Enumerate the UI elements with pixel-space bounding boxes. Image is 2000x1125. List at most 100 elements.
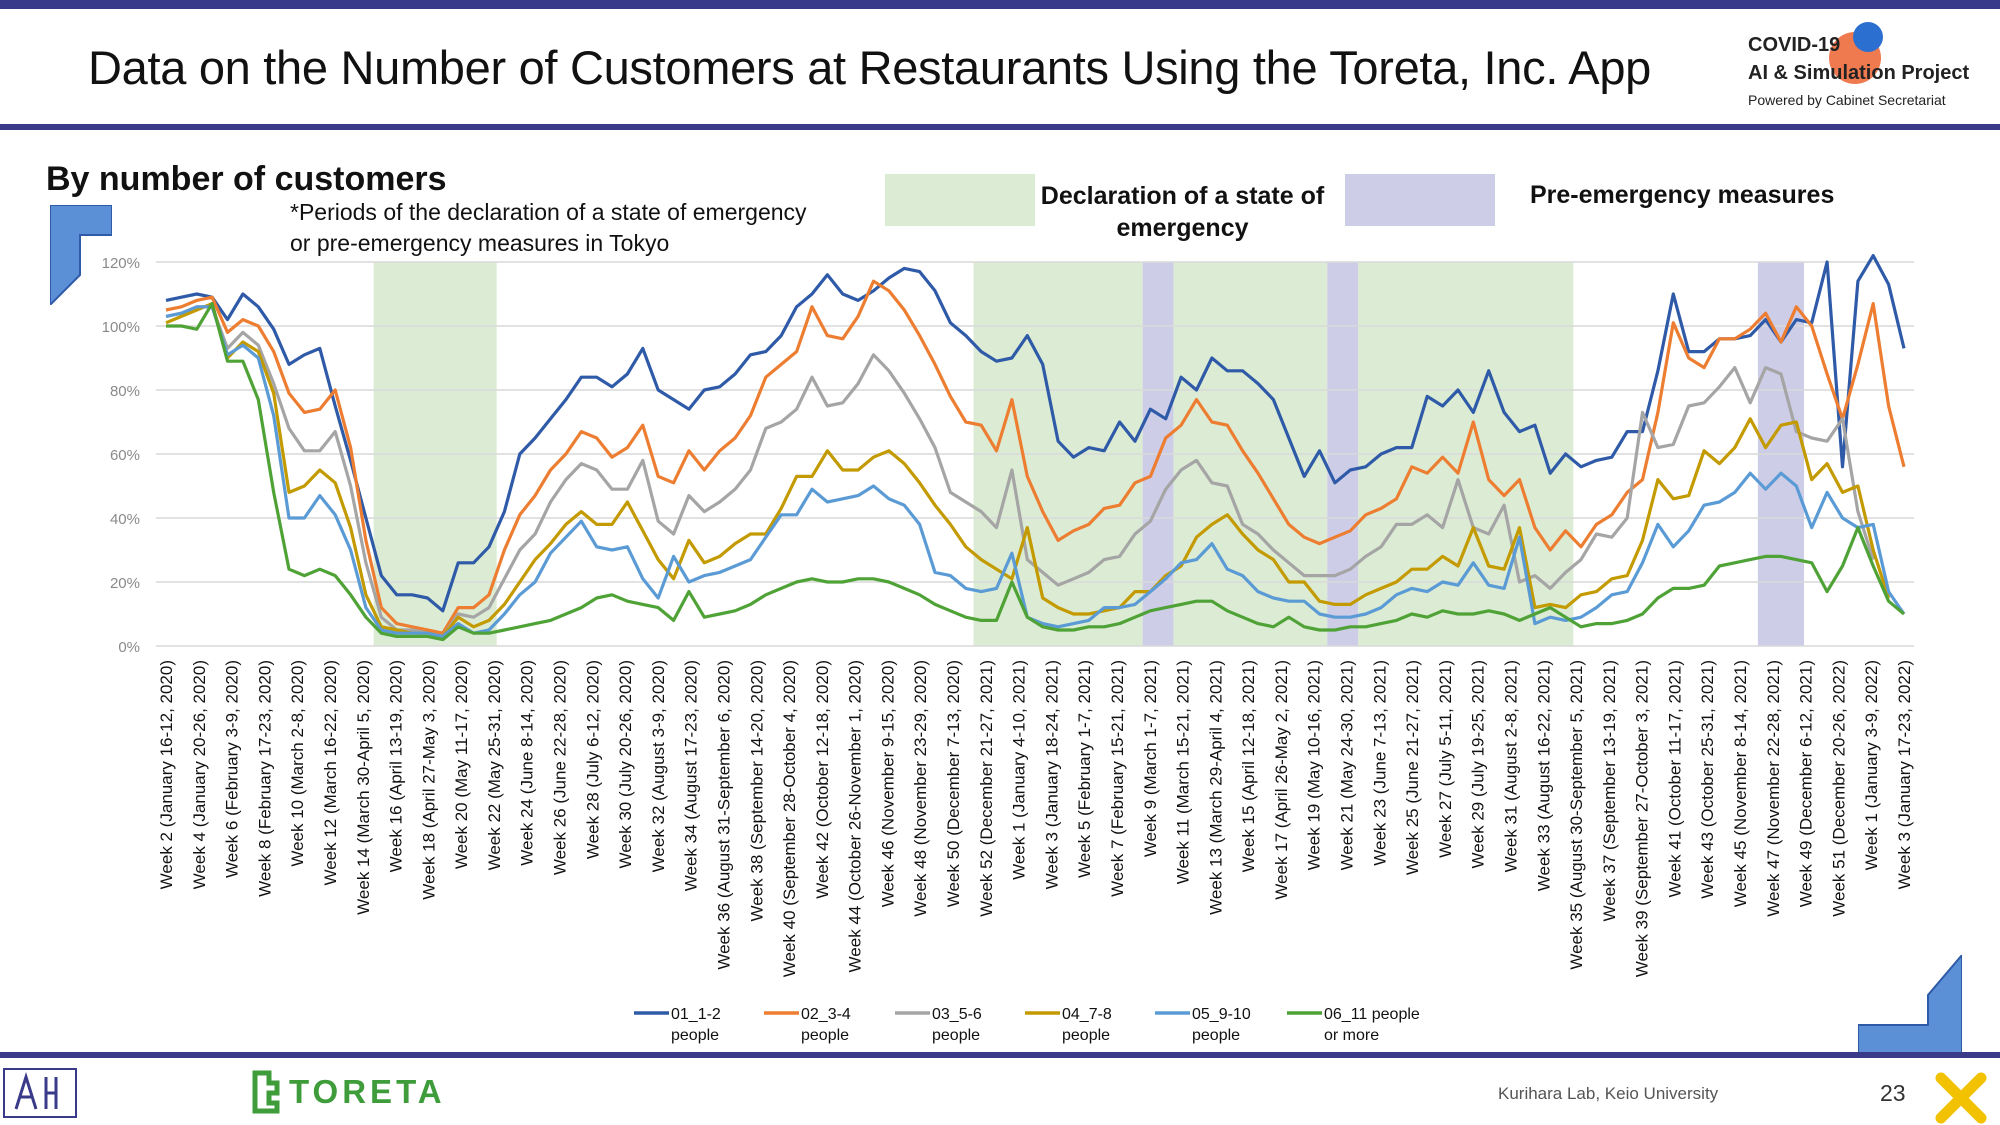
legend-label-line2-3: people [932,1027,980,1044]
x-tick-label: Week 37 (September 13-19, 2021) [1600,660,1619,921]
x-tick-label: Week 5 (February 1-7, 2021) [1075,660,1094,878]
x-tick-label: Week 41 (October 11-17, 2021) [1665,660,1684,898]
x-tick-label: Week 18 (April 27-May 3, 2020) [419,660,438,900]
x-tick-label: Week 45 (November 8-14, 2021) [1731,660,1750,907]
period-note-line-2: or pre-emergency measures in Tokyo [290,230,670,256]
x-tick-label: Week 44 (October 26-November 1, 2020) [846,660,865,972]
footer-lab-credit: Kurihara Lab, Keio University [1498,1084,1719,1103]
section-subtitle: By number of customers [46,160,447,198]
legend-label-line2-6: or more [1324,1027,1379,1044]
y-tick-label: 60% [110,447,140,464]
x-tick-label: Week 13 (March 29-April 4, 2021) [1206,660,1225,915]
x-tick-label: Week 24 (June 8-14, 2020) [518,660,537,866]
x-tick-label: Week 21 (May 24-30, 2021) [1338,660,1357,870]
x-tick-label: Week 39 (September 27-October 3, 2021) [1633,660,1652,977]
logo-line-1: COVID-19 [1748,34,1841,56]
series-line-1 [165,254,1906,613]
x-tick-label: Week 31 (August 2-8, 2021) [1501,660,1520,872]
x-tick-label: Week 16 (April 13-19, 2020) [387,660,406,872]
period-note-line-1: *Periods of the declaration of a state o… [290,199,807,225]
x-tick-label: Week 17 (April 26-May 2, 2021) [1272,660,1291,900]
x-tick-label: Week 26 (June 22-28, 2020) [551,660,570,875]
x-tick-label: Week 1 (January 3-9, 2022) [1862,660,1881,870]
x-tick-label: Week 51 (December 20-26, 2022) [1829,660,1848,917]
pre-emergency-legend-label: Pre-emergency measures [1530,181,1835,209]
x-tick-label: Week 19 (May 10-16, 2021) [1305,660,1324,870]
y-tick-label: 80% [110,383,140,400]
logo-line-2: AI & Simulation Project [1748,62,1970,84]
legend-label-line2-4: people [1062,1027,1110,1044]
legend-label-line2-5: people [1192,1027,1240,1044]
y-tick-label: 100% [102,319,140,336]
logo-blue-circle [1853,22,1883,52]
legend-label-2: 02_3-4 [801,1006,851,1023]
y-tick-label: 120% [102,255,140,272]
x-tick-label: Week 42 (October 12-18, 2020) [813,660,832,899]
x-logo-icon [1935,1072,1987,1124]
x-tick-label: Week 48 (November 23-29, 2020) [911,660,930,917]
legend-label-line2-1: people [671,1027,719,1044]
x-tick-label: Week 10 (March 2-8, 2020) [288,660,307,867]
x-tick-label: Week 35 (August 30-September 5, 2021) [1567,660,1586,970]
covid-project-logo: COVID-19 AI & Simulation Project Powered… [1748,22,1983,117]
x-tick-label: Week 25 (June 21-27, 2021) [1403,660,1422,875]
y-tick-label: 0% [118,639,140,656]
keio-lab-logo [3,1068,77,1118]
top-frame-bar [0,0,2000,9]
y-tick-label: 20% [110,575,140,592]
x-tick-label: Week 32 (August 3-9, 2020) [649,660,668,872]
toreta-mark-icon [252,1070,280,1114]
x-tick-label: Week 34 (August 17-23, 2020) [682,660,701,891]
legend-label-4: 04_7-8 [1062,1006,1112,1023]
x-tick-label: Week 23 (June 7-13, 2021) [1370,660,1389,866]
x-tick-label: Week 47 (November 22-28, 2021) [1764,660,1783,917]
x-tick-label: Week 50 (December 7-13, 2020) [944,660,963,907]
page-title: Data on the Number of Customers at Resta… [88,41,1651,94]
x-tick-label: Week 40 (September 28-October 4, 2020) [780,660,799,977]
x-tick-label: Week 46 (November 9-15, 2020) [878,660,897,907]
x-tick-label: Week 8 (February 17-23, 2020) [255,660,274,897]
corner-decoration-top-left [50,205,112,305]
x-tick-label: Week 22 (May 25-31, 2020) [485,660,504,870]
x-tick-label: Week 3 (January 17-23, 2022) [1895,660,1914,889]
x-tick-label: Week 2 (January 16-12, 2020) [157,660,176,889]
title-rule [0,124,2000,130]
x-tick-label: Week 4 (January 20-26, 2020) [190,660,209,889]
x-tick-label: Week 52 (December 21-27, 2021) [977,660,996,917]
x-tick-label: Week 36 (August 31-September 6, 2020) [714,660,733,970]
x-tick-label: Week 30 (July 20-26, 2020) [616,660,635,869]
corner-decoration-bottom-right [1858,955,1962,1057]
emergency-legend-label: Declaration of a state of emergency [1040,182,1325,242]
x-tick-label: Week 1 (January 4-10, 2021) [1010,660,1029,880]
x-tick-label: Week 27 (July 5-11, 2021) [1436,660,1455,858]
x-tick-label: Week 33 (August 16-22, 2021) [1534,660,1553,891]
x-tick-label: Week 20 (May 11-17, 2020) [452,660,471,869]
page-number: 23 [1880,1080,1906,1106]
series-line-2 [165,279,1906,635]
footer-rule [0,1052,2000,1058]
x-tick-label: Week 43 (October 25-31, 2021) [1698,660,1717,899]
x-tick-label: Week 12 (March 16-22, 2020) [321,660,340,886]
x-tick-label: Week 14 (March 30-April 5, 2020) [354,660,373,915]
legend-label-1: 01_1-2 [671,1006,721,1023]
legend-label-5: 05_9-10 [1192,1006,1251,1023]
period-note: *Periods of the declaration of a state o… [290,197,807,259]
legend-label-3: 03_5-6 [932,1006,982,1023]
x-tick-label: Week 3 (January 18-24, 2021) [1042,660,1061,889]
x-tick-label: Week 49 (December 6-12, 2021) [1797,660,1816,907]
logo-line-3: Powered by Cabinet Secretariat [1748,92,1946,108]
x-tick-label: Week 38 (September 14-20, 2020) [747,660,766,921]
toreta-logo-text: TORETA [289,1073,446,1110]
x-tick-label: Week 28 (July 6-12, 2020) [583,660,602,859]
x-tick-label: Week 6 (February 3-9, 2020) [223,660,242,878]
x-tick-label: Week 15 (April 12-18, 2021) [1239,660,1258,872]
x-tick-label: Week 29 (July 19-25, 2021) [1469,660,1488,869]
emergency-legend-swatch [885,174,1035,226]
series-line-6 [166,302,1906,642]
x-tick-label: Week 7 (February 15-21, 2021) [1108,660,1127,897]
x-tick-label: Week 9 (March 1-7, 2021) [1141,660,1160,857]
x-tick-label: Week 11 (March 15-21, 2021) [1174,660,1193,884]
legend-label-6: 06_11 people [1324,1006,1420,1023]
y-tick-label: 40% [110,511,140,528]
